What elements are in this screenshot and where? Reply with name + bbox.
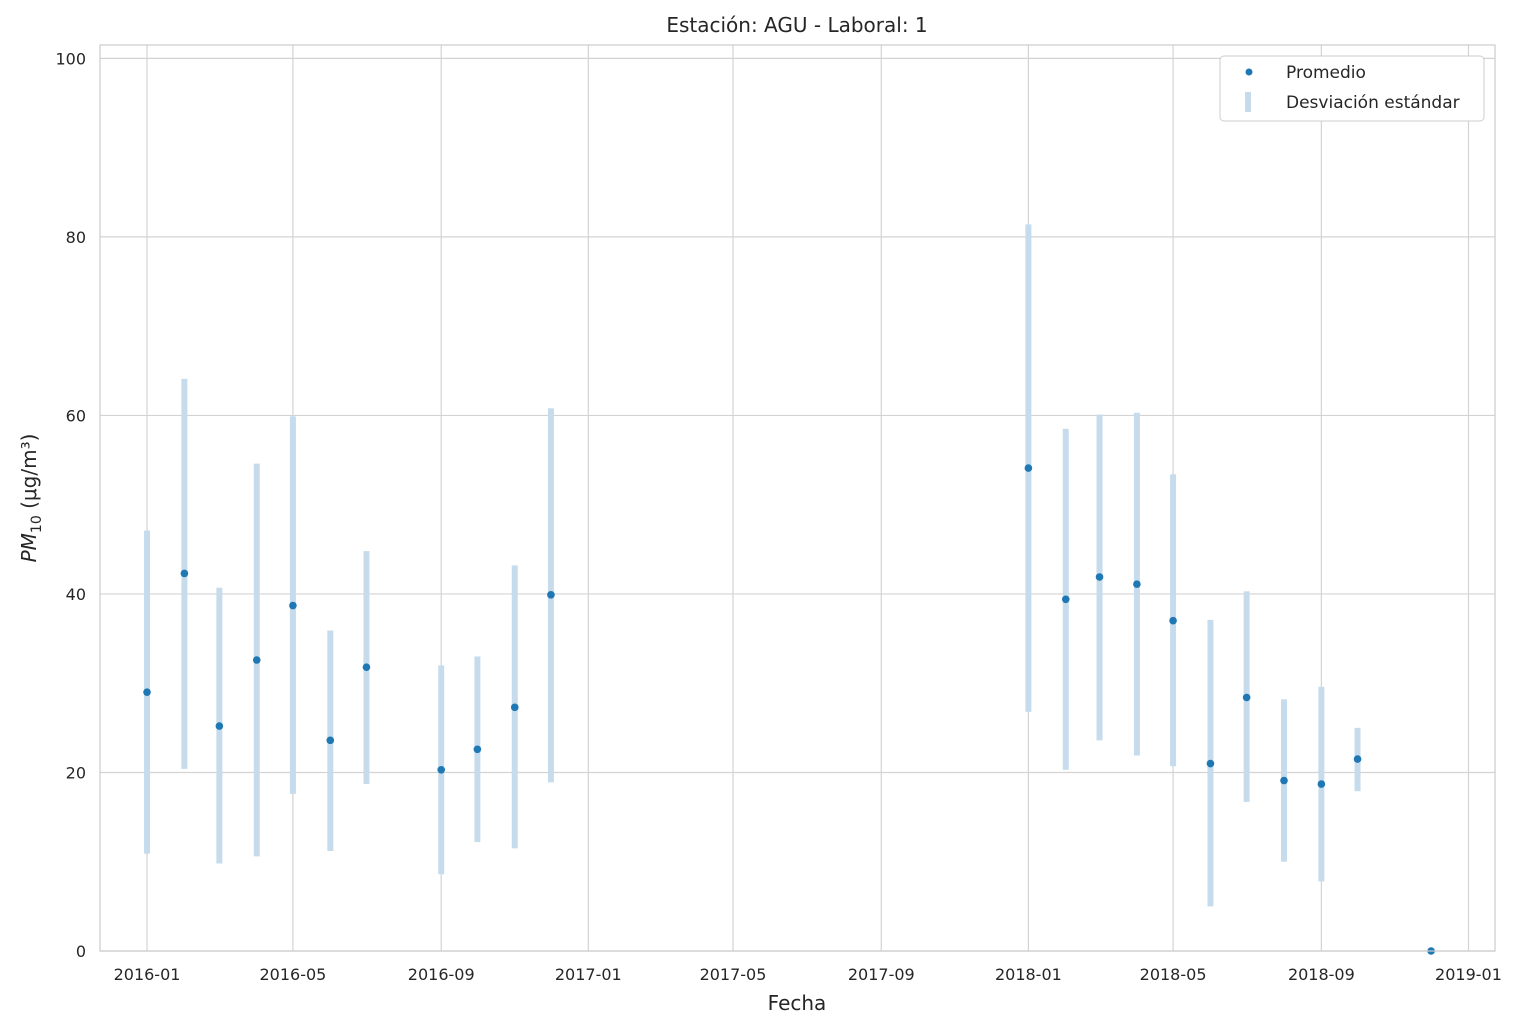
y-tick-label: 0 [76, 942, 86, 961]
mean-point [180, 569, 189, 578]
x-tick-label: 2018-09 [1288, 965, 1355, 984]
mean-point [143, 688, 151, 696]
legend-std-marker [1245, 92, 1251, 112]
y-tick-label: 60 [66, 406, 86, 425]
mean-point [326, 736, 335, 745]
y-axis-title-unit: (μg/m³) [17, 434, 41, 516]
y-tick-label: 100 [55, 49, 86, 68]
plot-frame [99, 44, 1496, 952]
mean-point [1353, 755, 1362, 763]
y-tick-label: 20 [66, 763, 86, 782]
legend-std-label: Desviación estándar [1286, 93, 1460, 113]
x-tick-label: 2018-01 [995, 965, 1062, 984]
mean-point [1024, 464, 1033, 472]
y-tick-label: 80 [66, 228, 86, 247]
y-axis-title-main: PM [17, 533, 41, 562]
y-axis-title: PM10 (μg/m³) [17, 434, 45, 563]
mean-point [1169, 616, 1177, 625]
x-tick-label: 2017-05 [700, 965, 767, 984]
mean-point [1317, 780, 1326, 788]
y-tick-label: 40 [66, 585, 86, 604]
mean-point [215, 722, 224, 730]
mean-point [252, 656, 261, 664]
legend-mean-marker [1245, 68, 1253, 76]
mean-point [362, 663, 371, 671]
x-tick-labels: 2016-01 2016-05 2016-09 2017-01 2017-05 2017-… [114, 965, 1502, 984]
chart-title: Estación: AGU - Laboral: 1 [666, 13, 927, 37]
y-axis-title-sub: 10 [29, 515, 45, 533]
mean-point [1206, 759, 1215, 768]
legend: Promedio Desviación estándar [1219, 55, 1485, 122]
mean-point [437, 766, 446, 774]
mean-point [1061, 595, 1070, 604]
x-tick-label: 2016-09 [408, 965, 475, 984]
x-tick-label: 2017-09 [848, 965, 915, 984]
mean-point [1242, 693, 1251, 702]
mean-point [510, 703, 519, 712]
legend-box [1219, 55, 1485, 122]
mean-point [473, 745, 482, 754]
x-tick-label: 2019-01 [1435, 965, 1502, 984]
legend-mean-label: Promedio [1286, 63, 1366, 83]
x-tick-label: 2016-05 [259, 965, 326, 984]
mean-point [1280, 776, 1288, 785]
mean-points [143, 464, 1435, 955]
mean-point [289, 601, 297, 610]
mean-point [1095, 573, 1104, 581]
y-tick-labels: 0 20 40 60 80 100 [55, 49, 86, 961]
mean-point [547, 591, 555, 599]
x-tick-label: 2016-01 [114, 965, 181, 984]
x-tick-label: 2018-05 [1140, 965, 1207, 984]
mean-point [1133, 580, 1141, 588]
x-axis-title: Fecha [768, 991, 827, 1015]
x-tick-label: 2017-01 [555, 965, 622, 984]
